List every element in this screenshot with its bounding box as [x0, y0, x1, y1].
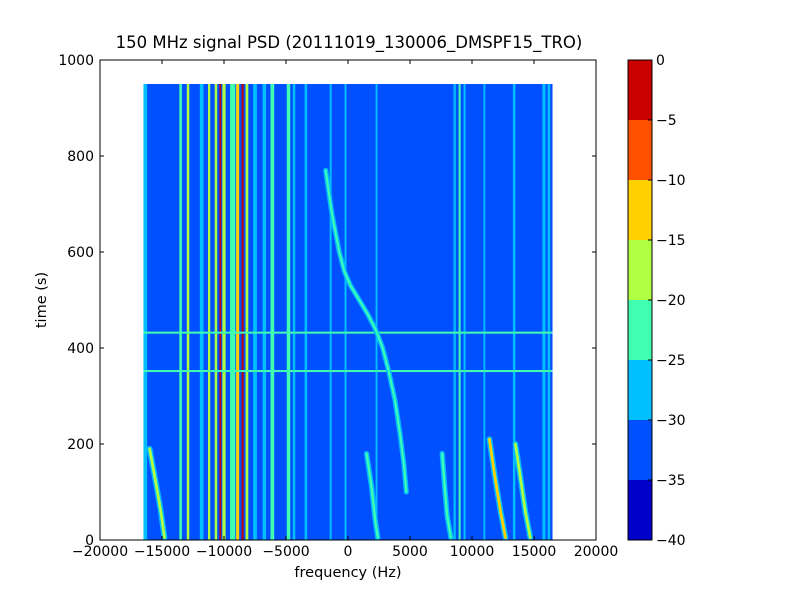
colorbar-tick-label: −25	[656, 353, 686, 369]
y-axis: 0 200 400 600 800 1000	[58, 53, 596, 549]
constant-tone-line	[236, 84, 240, 540]
heatmap	[143, 84, 553, 540]
constant-tone-line	[547, 84, 551, 540]
colorbar-tick-label: −15	[656, 233, 686, 249]
doppler-trace	[488, 437, 507, 539]
constant-tone-line	[219, 84, 222, 540]
constant-tone-line	[542, 84, 546, 540]
colorbar-segment	[628, 120, 652, 180]
y-axis-label: time (s)	[34, 272, 50, 328]
doppler-trace	[148, 447, 166, 539]
constant-tone-line	[463, 84, 466, 540]
interference-burst-line	[143, 370, 553, 373]
constant-tone-line	[172, 84, 177, 540]
y-tick-label: 600	[67, 245, 94, 261]
x-tick-label: −5000	[262, 544, 309, 560]
colorbar-segment	[628, 60, 652, 120]
chart-title: 150 MHz signal PSD (20111019_130006_DMSP…	[116, 33, 583, 53]
x-tick-label: 20000	[574, 544, 619, 560]
doppler-trace	[514, 442, 532, 539]
colorbar: 0 −5 −10 −15 −20 −25 −30 −35 −40	[627, 53, 686, 549]
x-tick-label: −15000	[134, 544, 190, 560]
colorbar-tick-label: −40	[656, 533, 686, 549]
constant-tone-line	[179, 84, 182, 540]
constant-tone-line	[199, 84, 204, 540]
constant-tone-line	[262, 84, 267, 540]
x-tick-label: −10000	[196, 544, 252, 560]
constant-tone-line	[483, 84, 486, 540]
constant-tone-line	[245, 84, 249, 540]
constant-tone-line	[143, 84, 148, 540]
constant-tone-line	[286, 84, 291, 540]
heatmap-background	[143, 84, 553, 540]
doppler-trace	[324, 169, 408, 493]
x-axis: −20000 −15000 −10000 −5000 0 5000 10000 15000 20…	[72, 60, 618, 560]
colorbar-segment	[628, 420, 652, 480]
constant-tone-line	[241, 84, 244, 540]
constant-tone-line	[458, 84, 461, 540]
constant-tone-line	[512, 84, 516, 540]
constant-tone-line	[329, 84, 332, 540]
x-tick-label: 5000	[392, 544, 428, 560]
y-tick-label: 400	[67, 341, 94, 357]
colorbar-tick-label: 0	[656, 53, 665, 69]
colorbar-tick-label: −5	[656, 113, 677, 129]
plot-area	[99, 59, 597, 541]
colorbar-segment	[628, 240, 652, 300]
y-tick-label: 1000	[58, 53, 94, 69]
y-tick-label: 0	[85, 533, 94, 549]
constant-tone-line	[214, 84, 218, 540]
colorbar-segment	[628, 300, 652, 360]
constant-tone-line	[253, 84, 257, 540]
doppler-trace	[365, 452, 379, 539]
heatmap-content	[143, 84, 553, 540]
constant-tone-line	[222, 84, 226, 540]
constant-tone-line	[292, 84, 296, 540]
constant-tone-line	[208, 84, 211, 540]
colorbar-segment	[628, 480, 652, 540]
constant-tone-line	[186, 84, 190, 540]
colorbar-tick-label: −20	[656, 293, 686, 309]
y-tick-label: 200	[67, 437, 94, 453]
interference-burst-line	[143, 331, 553, 334]
constant-tone-line	[344, 84, 347, 540]
constant-tone-line	[270, 84, 275, 540]
doppler-trace	[441, 452, 453, 539]
colorbar-tick-label: −35	[656, 473, 686, 489]
x-tick-label: 0	[344, 544, 353, 560]
x-tick-label: 15000	[512, 544, 557, 560]
colorbar-tick-label: −30	[656, 413, 686, 429]
constant-tone-line	[375, 84, 378, 540]
constant-tone-line	[280, 84, 285, 540]
y-tick-label: 800	[67, 149, 94, 165]
constant-tone-line	[453, 84, 456, 540]
x-tick-label: 10000	[450, 544, 495, 560]
x-tick-label: −20000	[72, 544, 128, 560]
colorbar-segment	[628, 360, 652, 420]
x-axis-label: frequency (Hz)	[294, 565, 401, 581]
constant-tone-line	[304, 84, 308, 540]
constant-tone-line	[230, 84, 236, 540]
colorbar-tick-label: −10	[656, 173, 686, 189]
colorbar-segment	[628, 180, 652, 240]
